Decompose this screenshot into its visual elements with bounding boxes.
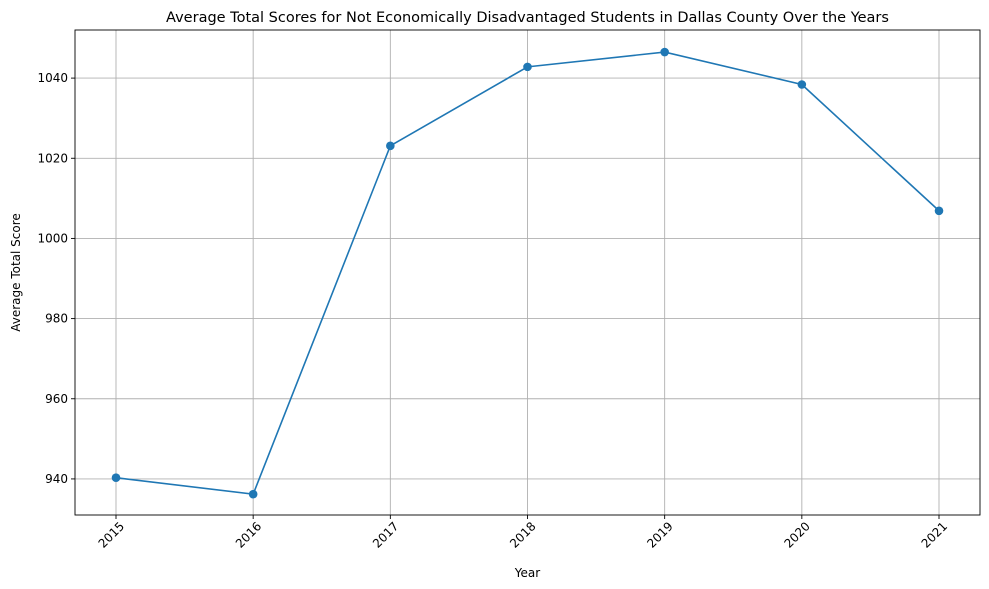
x-tick-label: 2021 xyxy=(919,519,950,550)
data-point xyxy=(386,141,395,151)
data-point xyxy=(111,473,121,483)
y-tick-label: 1040 xyxy=(37,71,68,85)
y-tick-label: 960 xyxy=(45,392,68,406)
x-tick-label: 2017 xyxy=(370,519,401,550)
x-tick-label: 2015 xyxy=(96,519,127,550)
data-point xyxy=(934,206,944,216)
y-tick-label: 1020 xyxy=(37,151,68,165)
x-axis-label: Year xyxy=(514,566,540,580)
y-tick-label: 940 xyxy=(45,472,68,486)
series-layer xyxy=(111,47,944,499)
y-tick-label: 980 xyxy=(45,312,68,326)
data-point xyxy=(660,47,669,57)
y-tick-label: 1000 xyxy=(37,231,68,245)
chart-title: Average Total Scores for Not Economicall… xyxy=(166,10,889,26)
x-tick-label: 2020 xyxy=(781,519,812,550)
x-tick-label: 2019 xyxy=(644,519,675,550)
data-point xyxy=(523,62,532,72)
grid-layer xyxy=(75,30,980,515)
data-point xyxy=(797,80,807,89)
y-axis-label: Average Total Score xyxy=(9,213,23,332)
x-tick-label: 2018 xyxy=(507,519,538,550)
data-point xyxy=(248,489,258,499)
x-tick-label: 2016 xyxy=(233,519,264,550)
